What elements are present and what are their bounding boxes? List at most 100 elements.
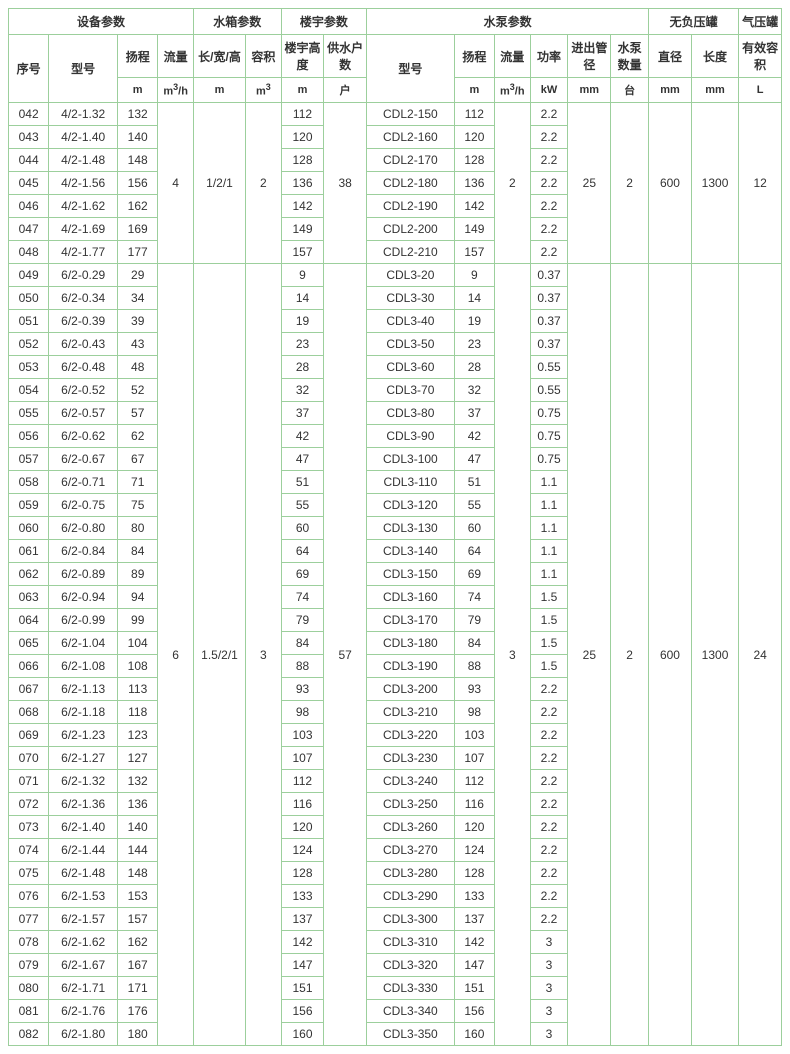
cell-seq: 054: [9, 379, 49, 402]
cell-seq: 064: [9, 609, 49, 632]
cell-lift: 132: [118, 103, 158, 126]
cell-plift: 60: [454, 517, 494, 540]
cell-lift: 136: [118, 793, 158, 816]
cell-power: 0.37: [530, 264, 568, 287]
cell-seq: 060: [9, 517, 49, 540]
cell-lift: 62: [118, 425, 158, 448]
cell-pmodel: CDL3-280: [367, 862, 455, 885]
cell-lift: 157: [118, 908, 158, 931]
hdr-qty: 水泵数量: [611, 35, 649, 78]
cell-hh: 38: [324, 103, 367, 264]
cell-model: 6/2-0.52: [49, 379, 118, 402]
cell-plift: 98: [454, 701, 494, 724]
cell-power: 1.5: [530, 586, 568, 609]
cell-lift: 162: [118, 931, 158, 954]
cell-bh: 88: [281, 655, 324, 678]
cell-seq: 051: [9, 310, 49, 333]
cell-bh: 19: [281, 310, 324, 333]
cell-power: 2.2: [530, 195, 568, 218]
cell-bh: 9: [281, 264, 324, 287]
cell-pmodel: CDL3-130: [367, 517, 455, 540]
cell-model: 4/2-1.56: [49, 172, 118, 195]
cell-pmodel: CDL3-230: [367, 747, 455, 770]
hdr-pmodel: 型号: [367, 35, 455, 103]
cell-model: 6/2-0.39: [49, 310, 118, 333]
cell-seq: 078: [9, 931, 49, 954]
cell-plift: 84: [454, 632, 494, 655]
cell-model: 4/2-1.48: [49, 149, 118, 172]
cell-seq: 058: [9, 471, 49, 494]
cell-bh: 124: [281, 839, 324, 862]
cell-plift: 151: [454, 977, 494, 1000]
cell-plift: 128: [454, 149, 494, 172]
cell-plift: 9: [454, 264, 494, 287]
cell-plift: 137: [454, 908, 494, 931]
cell-bh: 160: [281, 1023, 324, 1046]
unit-m: m: [118, 78, 158, 103]
cell-lift: 89: [118, 563, 158, 586]
cell-power: 1.1: [530, 471, 568, 494]
cell-model: 4/2-1.32: [49, 103, 118, 126]
cell-dia: 600: [649, 103, 692, 264]
cell-seq: 070: [9, 747, 49, 770]
cell-bh: 55: [281, 494, 324, 517]
cell-plift: 128: [454, 862, 494, 885]
hdr-plift: 扬程: [454, 35, 494, 78]
cell-seq: 079: [9, 954, 49, 977]
cell-seq: 066: [9, 655, 49, 678]
cell-seq: 048: [9, 241, 49, 264]
hdr-group-equip: 设备参数: [9, 9, 194, 35]
cell-model: 4/2-1.40: [49, 126, 118, 149]
cell-plift: 157: [454, 241, 494, 264]
cell-model: 6/2-1.67: [49, 954, 118, 977]
cell-pmodel: CDL3-190: [367, 655, 455, 678]
cell-power: 3: [530, 977, 568, 1000]
table-row: 0424/2-1.3213241/2/1211238CDL2-15011222.…: [9, 103, 782, 126]
cell-plift: 160: [454, 1023, 494, 1046]
cell-model: 6/2-1.57: [49, 908, 118, 931]
cell-model: 6/2-1.13: [49, 678, 118, 701]
cell-lift: 57: [118, 402, 158, 425]
cell-bh: 147: [281, 954, 324, 977]
cell-pmodel: CDL3-90: [367, 425, 455, 448]
cell-power: 1.1: [530, 494, 568, 517]
cell-seq: 052: [9, 333, 49, 356]
cell-plift: 124: [454, 839, 494, 862]
cell-seq: 044: [9, 149, 49, 172]
cell-pmodel: CDL3-330: [367, 977, 455, 1000]
cell-power: 1.5: [530, 655, 568, 678]
unit-m3h: m3/h: [495, 78, 531, 103]
cell-model: 6/2-0.89: [49, 563, 118, 586]
cell-bh: 51: [281, 471, 324, 494]
cell-power: 0.37: [530, 333, 568, 356]
cell-lift: 144: [118, 839, 158, 862]
cell-flow: 6: [158, 264, 194, 1046]
cell-plift: 107: [454, 747, 494, 770]
cell-model: 6/2-1.62: [49, 931, 118, 954]
cell-lift: 169: [118, 218, 158, 241]
cell-seq: 071: [9, 770, 49, 793]
cell-model: 6/2-1.23: [49, 724, 118, 747]
cell-power: 2.2: [530, 793, 568, 816]
cell-bh: 157: [281, 241, 324, 264]
cell-pmodel: CDL3-310: [367, 931, 455, 954]
cell-pmodel: CDL3-250: [367, 793, 455, 816]
cell-lift: 140: [118, 816, 158, 839]
cell-lift: 67: [118, 448, 158, 471]
unit-m3: m3: [246, 78, 282, 103]
cell-power: 2.2: [530, 126, 568, 149]
cell-lift: 48: [118, 356, 158, 379]
cell-plift: 156: [454, 1000, 494, 1023]
cell-plift: 120: [454, 816, 494, 839]
cell-bh: 136: [281, 172, 324, 195]
cell-pmodel: CDL3-70: [367, 379, 455, 402]
hdr-power: 功率: [530, 35, 568, 78]
cell-model: 6/2-1.27: [49, 747, 118, 770]
cell-model: 6/2-0.67: [49, 448, 118, 471]
hdr-group-pump: 水泵参数: [367, 9, 649, 35]
cell-lift: 99: [118, 609, 158, 632]
unit-hu: 户: [324, 78, 367, 103]
cell-power: 2.2: [530, 701, 568, 724]
cell-seq: 056: [9, 425, 49, 448]
cell-model: 6/2-1.08: [49, 655, 118, 678]
